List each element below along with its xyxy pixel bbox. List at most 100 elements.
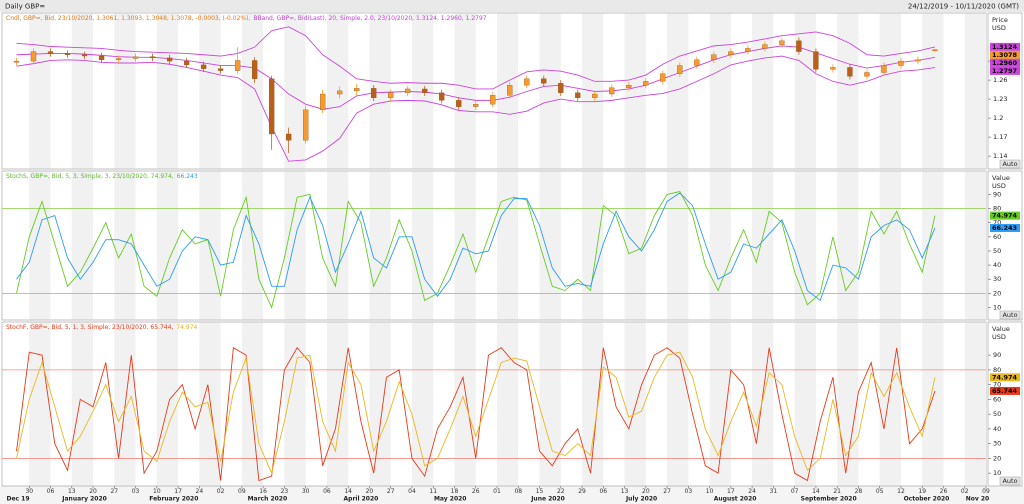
week-band (539, 171, 561, 320)
y-tick-label: 1.2 (993, 114, 1003, 122)
candle-body (251, 60, 258, 79)
window-title: Daily GBP= (5, 3, 45, 11)
y-axis-column (987, 321, 1023, 487)
week-band (879, 322, 901, 486)
candle-body (575, 92, 581, 98)
week-band (71, 171, 94, 320)
week-band (582, 171, 604, 320)
x-tick-label: 17 (727, 488, 735, 495)
auto-scale-button[interactable] (999, 476, 1021, 486)
x-tick-label: 06 (47, 488, 55, 495)
month-label: April 2020 (344, 496, 379, 503)
auto-scale-label[interactable]: Auto (1002, 311, 1017, 319)
x-tick-label: 29 (578, 488, 586, 495)
week-band (964, 322, 986, 486)
y-tick-label: 70 (993, 219, 1001, 227)
y-tick-label: 80 (993, 205, 1001, 213)
x-tick-label: 20 (366, 488, 374, 495)
week-band (794, 171, 816, 320)
week-band (454, 13, 476, 169)
y-tick-label: 50 (993, 247, 1001, 255)
candle-body (932, 49, 938, 52)
week-band (156, 13, 179, 169)
candle-body (115, 58, 122, 60)
y-tick-label: 90 (993, 351, 1001, 359)
x-tick-label: 15 (536, 488, 544, 495)
x-tick-label: 24 (196, 488, 204, 495)
y-tick-label: 1.23 (993, 95, 1007, 103)
x-tick-label: 08 (514, 488, 522, 495)
y-axis-column (987, 170, 1023, 321)
x-tick-label: 06 (323, 488, 331, 495)
value-marker (990, 211, 1020, 220)
y-tick-label: 1.26 (993, 76, 1007, 84)
series-line (16, 26, 936, 90)
legend-entry: StochS, GBP=, Bid, 5, 3, Simple, 3, 23/1… (6, 173, 174, 180)
x-axis-strip (0, 486, 1024, 504)
week-band (284, 13, 306, 169)
week-band (284, 171, 306, 320)
x-tick-label: 11 (429, 488, 437, 495)
candle-body (47, 51, 54, 54)
candle-body (694, 59, 700, 66)
month-label: March 2020 (248, 496, 288, 503)
x-tick-label: 27 (110, 488, 118, 495)
x-tick-label: 19 (918, 488, 926, 495)
y-tick-label: 10 (993, 469, 1001, 477)
x-tick-label: 10 (153, 488, 161, 495)
y-tick-label: 10 (993, 304, 1001, 312)
value-marker (990, 373, 1020, 382)
week-band (156, 322, 179, 486)
week-band (752, 322, 774, 486)
value-marker (990, 50, 1020, 59)
y-tick-label: 90 (993, 190, 1001, 198)
auto-scale-label[interactable]: Auto (1002, 477, 1017, 485)
candle-body (898, 60, 904, 66)
week-band (879, 171, 901, 320)
month-label: January 2020 (61, 496, 107, 503)
x-tick-label: 27 (663, 488, 671, 495)
candle-body (456, 100, 462, 107)
x-tick-label: 16 (259, 488, 267, 495)
x-tick-label: 06 (599, 488, 607, 495)
y-tick-label: 30 (993, 275, 1001, 283)
candle-body (337, 90, 343, 95)
candle-body (660, 73, 666, 82)
candle-body (200, 64, 207, 69)
chart-panel: PriceUSD1.141.171.21.231.261.29AutoCndl,… (1, 12, 1023, 170)
week-band (369, 322, 391, 486)
x-tick-label: 21 (833, 488, 841, 495)
x-tick-label: 20 (89, 488, 97, 495)
y-tick-label: 20 (993, 454, 1001, 462)
week-band (114, 13, 136, 169)
y-axis-title: Price (992, 16, 1008, 24)
candle-body (132, 56, 139, 59)
candle-body (303, 109, 309, 141)
y-axis-title: Value (992, 325, 1010, 333)
legend-entry: 74.974 (176, 324, 197, 331)
x-tick-label: 05 (876, 488, 884, 495)
y-tick-label: 80 (993, 366, 1001, 374)
x-tick-label: 14 (812, 488, 820, 495)
candle-body (81, 54, 88, 57)
x-tick-label: 04 (408, 488, 416, 495)
month-label: Nov 20 (966, 496, 990, 503)
value-marker-label: 74.974 (992, 373, 1018, 381)
auto-scale-button[interactable] (999, 159, 1021, 169)
month-label: August 2020 (714, 496, 757, 503)
y-tick-label: 1.17 (993, 133, 1007, 141)
candle-body (388, 92, 394, 98)
month-label: Dec 19 (6, 496, 29, 503)
series-line (16, 191, 936, 309)
auto-scale-label[interactable]: Auto (1002, 160, 1017, 168)
candle-body (524, 78, 530, 86)
auto-scale-button[interactable] (999, 310, 1021, 320)
value-marker (990, 66, 1020, 75)
legend: StochS, GBP=, Bid, 5, 3, Simple, 3, 23/1… (6, 173, 198, 180)
week-band (71, 322, 94, 486)
value-marker-label: 66.243 (992, 224, 1017, 232)
week-band (964, 171, 986, 320)
candle-body (779, 40, 785, 45)
candle-body (507, 85, 513, 96)
series-line (16, 346, 936, 482)
